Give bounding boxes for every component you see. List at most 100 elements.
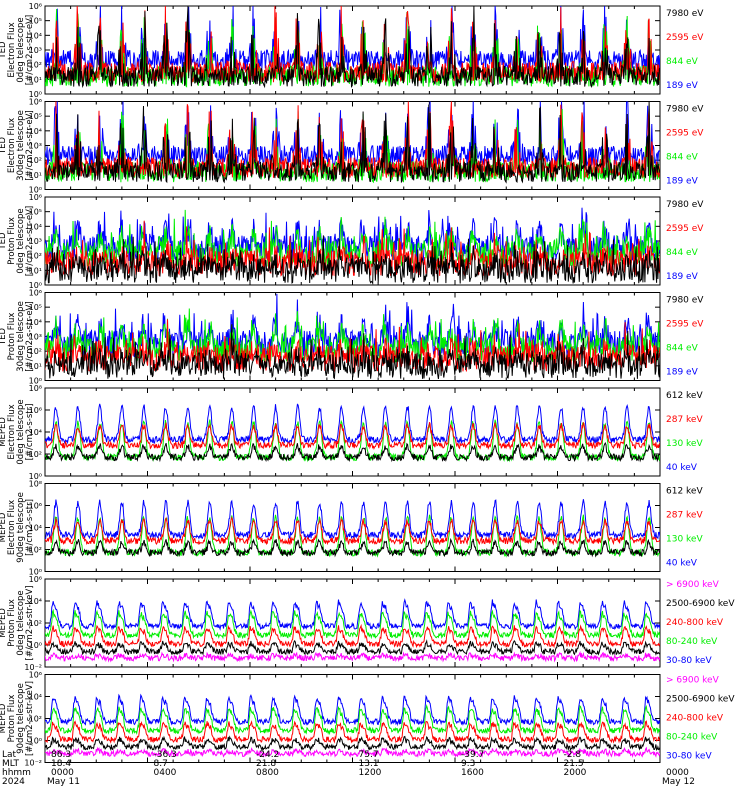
- series-line-240-800-kev: [45, 623, 660, 649]
- y-axis-label-line: 0deg telescope: [16, 208, 26, 273]
- y-tick-label: 10¹: [29, 362, 42, 371]
- legend-entry: 844 eV: [666, 57, 699, 67]
- series-line-189-ev: [45, 207, 660, 263]
- y-tick-label: 10⁶: [29, 671, 42, 680]
- panel-7: 10⁻² 10⁰ 10² 10⁴ 10⁶ MEPED Proton Flux 0deg tel…: [0, 575, 735, 672]
- legend-entry: 130 keV: [666, 439, 703, 449]
- y-axis-label-line: [#/cm2-s-str-keV]: [25, 586, 35, 661]
- x-hhmm-label: 0800: [256, 768, 279, 778]
- series-line-30-80-kev: [45, 693, 660, 727]
- y-axis-label-line: Proton Flux: [7, 313, 17, 361]
- legend-entry: > 6900 keV: [666, 676, 720, 686]
- series-line-612-kev: [45, 442, 660, 463]
- y-axis-label-line: Proton Flux: [7, 217, 17, 265]
- traces: [45, 6, 660, 89]
- y-tick-label: 10⁰: [29, 641, 42, 650]
- x-date-label: May 11: [47, 777, 80, 787]
- legend-entry: 287 keV: [666, 415, 703, 425]
- y-tick-label: 10⁴: [29, 693, 42, 702]
- panel-5: 10⁰ 10² 10⁴ 10⁶ 10⁸ MEPED Electron Flux 0deg te…: [0, 384, 703, 481]
- x-row-label: Lat: [2, 750, 17, 760]
- y-tick-label: 10²: [29, 252, 42, 261]
- x-row-label: 2024: [2, 777, 25, 787]
- legend-entry: 30-80 keV: [666, 656, 712, 666]
- y-axis-label-line: 90deg telescope: [16, 492, 26, 563]
- y-tick-label: 10⁰: [29, 472, 42, 481]
- traces: [45, 403, 660, 463]
- y-tick-label: 10⁰: [29, 568, 42, 577]
- legend-entry: 844 eV: [666, 153, 699, 163]
- legend-entry: 30-80 keV: [666, 752, 712, 762]
- y-tick-label: 10⁴: [29, 31, 42, 40]
- x-row-label: MLT: [2, 759, 20, 769]
- y-tick-label: 10⁶: [29, 289, 42, 298]
- series-line-40-kev: [45, 499, 660, 541]
- y-tick-label: 10³: [29, 237, 42, 246]
- y-axis-label-line: Proton Flux: [7, 695, 17, 743]
- legend-entry: 240-800 keV: [666, 714, 724, 724]
- series-line-612-kev: [45, 537, 660, 558]
- legend-entry: 189 eV: [666, 272, 699, 282]
- x-mlt-label: 18.4: [51, 759, 71, 769]
- x-hhmm-label: 1600: [461, 768, 484, 778]
- y-axis-label-line: Electron Flux: [7, 118, 17, 173]
- legend-entry: 2500-6900 keV: [666, 695, 735, 705]
- y-axis-label-line: [#/cm2-s-str-eV]: [25, 206, 35, 276]
- legend-entry: 612 keV: [666, 487, 703, 497]
- y-axis-label-line: 30deg telescope: [16, 301, 26, 372]
- legend-entry: 40 keV: [666, 463, 698, 473]
- y-axis-label: MEPED Proton Flux 90deg telescope [#/cm2-s-…: [0, 681, 35, 756]
- series-line-7980-ev: [45, 101, 660, 184]
- series-line-2500-6900-kev: [45, 735, 660, 752]
- x-lat-label: -24.2: [256, 750, 279, 760]
- y-tick-label: 10⁵: [29, 303, 42, 312]
- panel-frame: [44, 483, 661, 572]
- traces: [45, 293, 660, 380]
- x-hhmm-label: 0400: [154, 768, 177, 778]
- y-axis-label-line: Proton Flux: [7, 599, 17, 647]
- series-line-189-ev: [45, 101, 660, 168]
- traces: [45, 499, 660, 558]
- legend-entry: > 6900 keV: [666, 580, 720, 590]
- y-axis-label-line: [#/cm2-s-str]: [25, 404, 35, 461]
- y-tick-label: 10²: [29, 450, 42, 459]
- y-axis-label: MEPED Electron Flux 0deg telescope [#/cm2-s…: [0, 399, 35, 464]
- series-line-80-240-kev: [45, 704, 660, 736]
- legend-entry: 2595 eV: [666, 224, 704, 234]
- y-axis-label-line: MEPED: [0, 608, 8, 638]
- y-axis-label: TED Electron Flux 30deg telescope [#/cm2-s-…: [0, 110, 35, 181]
- x-hhmm-label: 2000: [564, 768, 587, 778]
- legend-entry: 2595 eV: [666, 320, 704, 330]
- y-axis-label-line: 30deg telescope: [16, 110, 26, 181]
- y-tick-label: 10⁻²: [24, 663, 42, 672]
- traces: [45, 693, 660, 759]
- legend-entry: 7980 eV: [666, 296, 704, 306]
- series-line-287-kev: [45, 422, 660, 451]
- y-axis-label-line: 0deg telescope: [16, 17, 26, 82]
- panel-1: 10⁰ 10¹ 10² 10³ 10⁴ 10⁵ 10⁶ TED Electron Flux 0de…: [0, 2, 704, 99]
- traces: [45, 101, 660, 184]
- y-axis-label-line: MEPED: [0, 417, 8, 447]
- legend-entry: 189 eV: [666, 177, 699, 187]
- y-tick-label: 10²: [29, 347, 42, 356]
- series-line-2595-ev: [45, 101, 660, 180]
- y-axis-label-line: 0deg telescope: [16, 399, 26, 464]
- y-tick-label: 10⁶: [29, 406, 42, 415]
- y-tick-label: 10³: [29, 142, 42, 151]
- y-tick-label: 10⁵: [29, 17, 42, 26]
- y-axis-label-line: Electron Flux: [7, 22, 17, 77]
- y-tick-label: 10²: [29, 61, 42, 70]
- y-tick-label: 10²: [29, 546, 42, 555]
- series-line-240-800-kev: [45, 720, 660, 744]
- x-mlt-label: 8.7: [154, 759, 168, 769]
- legend-entry: 2500-6900 keV: [666, 599, 735, 609]
- series-line-30-80-kev: [45, 598, 660, 631]
- legend-entry: 2595 eV: [666, 129, 704, 139]
- x-hhmm-label: 1200: [359, 768, 382, 778]
- y-axis-label-line: [#/cm2-s-str-keV]: [25, 681, 35, 756]
- y-tick-label: 10⁶: [29, 98, 42, 107]
- y-tick-label: 10⁵: [29, 208, 42, 217]
- y-tick-label: 10⁰: [29, 737, 42, 746]
